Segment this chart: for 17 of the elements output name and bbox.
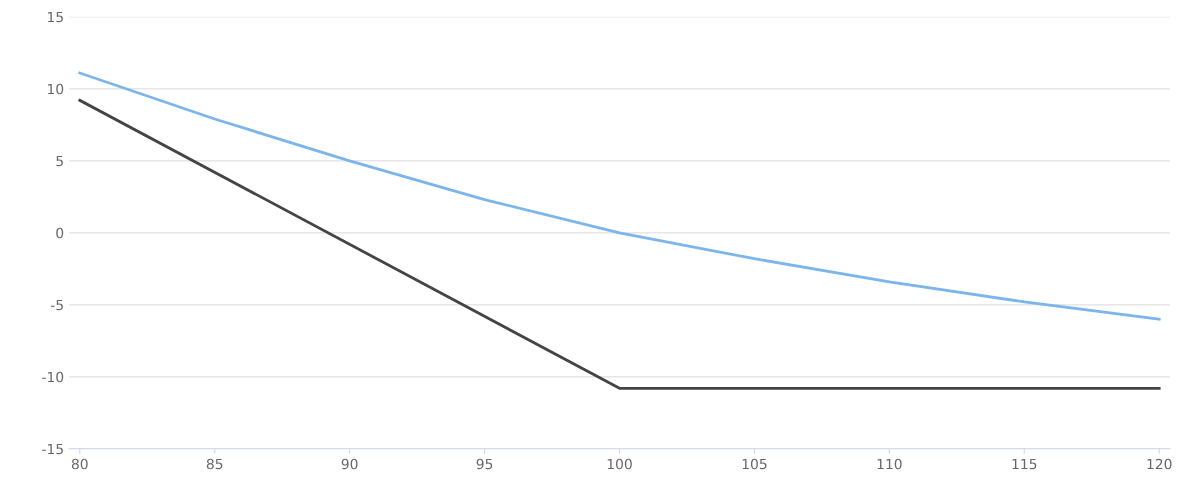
y-tick-label: 0 (56, 227, 64, 239)
x-tick-label: 110 (877, 458, 902, 470)
y-tick-label: 10 (47, 83, 64, 95)
x-tick-label: 105 (742, 458, 767, 470)
x-tick-label: 95 (476, 458, 493, 470)
x-tick-label: 85 (206, 458, 223, 470)
x-tick-label: 115 (1012, 458, 1037, 470)
y-tick-label: 5 (56, 155, 63, 167)
y-tick-label: -15 (42, 443, 63, 455)
x-tick-label: 100 (607, 458, 632, 470)
x-tick-label: 120 (1147, 458, 1172, 470)
y-tick-label: -5 (50, 299, 63, 311)
x-tick-label: 80 (71, 458, 88, 470)
line-series (78, 71, 1161, 321)
y-tick-label: -10 (42, 371, 64, 383)
x-tick-label: 90 (341, 458, 358, 470)
y-tick-label: 15 (47, 11, 63, 23)
